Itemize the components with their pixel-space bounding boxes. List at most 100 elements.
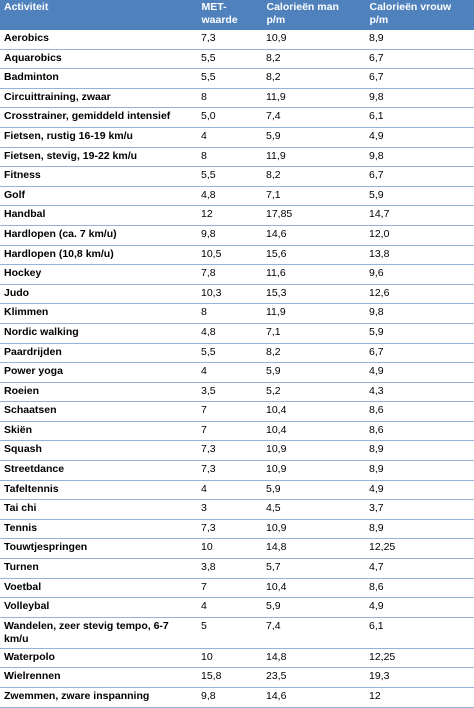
table-row: Golf 4,8 7,1 5,9 xyxy=(0,186,474,207)
activity-cell: Hardlopen (10,8 km/u) xyxy=(0,245,197,266)
table-row: Zwemmen, zware inspanning 9,8 14,6 12 xyxy=(0,687,474,708)
value-cell: 8,6 xyxy=(365,401,474,422)
table-row: Aquarobics 5,5 8,2 6,7 xyxy=(0,49,474,70)
value-cell: 8,2 xyxy=(262,49,365,70)
value-cell: 7,1 xyxy=(262,186,365,207)
activity-cell: Paardrijden xyxy=(0,343,197,364)
value-cell: 12 xyxy=(365,687,474,708)
table-row: Squash 7,3 10,9 8,9 xyxy=(0,440,474,462)
activity-cell: Schaatsen xyxy=(0,401,197,422)
value-cell: 11,9 xyxy=(262,147,365,168)
value-cell: 10,3 xyxy=(197,284,262,305)
value-cell: 9,8 xyxy=(197,687,262,708)
value-cell: 4 xyxy=(197,362,262,383)
value-cell: 7 xyxy=(197,421,262,442)
activity-cell: Badminton xyxy=(0,68,197,89)
value-cell: 8,9 xyxy=(365,519,474,540)
table-row: Aerobics 7,3 10,9 8,9 xyxy=(0,30,474,50)
value-cell: 9,8 xyxy=(197,225,262,246)
value-cell: 5,5 xyxy=(197,166,262,187)
value-cell: 5,9 xyxy=(262,362,365,383)
value-cell: 4 xyxy=(197,480,262,501)
table-row: Waterpolo 10 14,8 12,25 xyxy=(0,648,474,669)
table-header: Activiteit MET- waarde Calorieën man p/m Ca… xyxy=(0,0,474,30)
value-cell: 14,7 xyxy=(365,205,474,226)
activity-cell: Crosstrainer, gemiddeld intensief xyxy=(0,107,197,128)
table-row: Wielrennen 15,8 23,5 19,3 xyxy=(0,667,474,688)
value-cell: 5,9 xyxy=(262,597,365,618)
table-row: Tai chi 3 4,5 3,7 xyxy=(0,499,474,520)
value-cell: 6,7 xyxy=(365,343,474,364)
value-cell: 7,4 xyxy=(262,107,365,128)
table-row: Judo 10,3 15,3 12,6 xyxy=(0,284,474,305)
activity-cell: Streetdance xyxy=(0,460,197,481)
table-row: Voetbal 7 10,4 8,6 xyxy=(0,578,474,599)
value-cell: 8,9 xyxy=(365,30,474,50)
activity-cell: Roeien xyxy=(0,382,197,403)
value-cell: 7,3 xyxy=(197,519,262,540)
value-cell: 12 xyxy=(197,205,262,226)
value-cell: 15,8 xyxy=(197,667,262,688)
value-cell: 14,6 xyxy=(262,687,365,708)
activity-cell: Turnen xyxy=(0,558,197,579)
value-cell: 11,9 xyxy=(262,88,365,109)
activity-cell: Golf xyxy=(0,186,197,207)
value-cell: 5,9 xyxy=(262,127,365,148)
value-cell: 10,4 xyxy=(262,401,365,422)
value-cell: 10,9 xyxy=(262,440,365,462)
value-cell: 4,7 xyxy=(365,558,474,579)
value-cell: 12,6 xyxy=(365,284,474,305)
value-cell: 7 xyxy=(197,578,262,599)
activity-cell: Zwemmen, zware inspanning xyxy=(0,687,197,708)
header-cell: Calorieën man p/m xyxy=(262,0,366,30)
value-cell: 3,7 xyxy=(365,499,474,520)
value-cell: 8 xyxy=(197,147,262,168)
value-cell: 7,3 xyxy=(197,440,262,462)
table-row: Circuittraining, zwaar 8 11,9 9,8 xyxy=(0,88,474,109)
activity-cell: Circuittraining, zwaar xyxy=(0,88,197,109)
table-row: Klimmen 8 11,9 9,8 xyxy=(0,303,474,324)
table-row: Nordic walking 4,8 7,1 5,9 xyxy=(0,323,474,344)
value-cell: 8 xyxy=(197,88,262,109)
table-row: Hardlopen (10,8 km/u) 10,5 15,6 13,8 xyxy=(0,245,474,266)
value-cell: 10,9 xyxy=(262,519,365,540)
value-cell: 4,9 xyxy=(365,362,474,383)
value-cell: 7,4 xyxy=(262,617,365,649)
value-cell: 7,1 xyxy=(262,323,365,344)
value-cell: 4 xyxy=(197,597,262,618)
activity-cell: Aerobics xyxy=(0,30,197,50)
value-cell: 5,9 xyxy=(262,480,365,501)
activity-cell: Fietsen, stevig, 19-22 km/u xyxy=(0,147,197,168)
value-cell: 5,2 xyxy=(262,382,365,403)
table-row: Schaatsen 7 10,4 8,6 xyxy=(0,401,474,422)
activity-cell: Hardlopen (ca. 7 km/u) xyxy=(0,225,197,246)
value-cell: 8,6 xyxy=(365,421,474,442)
activity-cell: Voetbal xyxy=(0,578,197,599)
value-cell: 4,9 xyxy=(365,480,474,501)
value-cell: 9,8 xyxy=(365,147,474,168)
table-row: Power yoga 4 5,9 4,9 xyxy=(0,362,474,383)
value-cell: 8,6 xyxy=(365,578,474,599)
table-row: Skiën 7 10,4 8,6 xyxy=(0,421,474,442)
value-cell: 4,8 xyxy=(197,186,262,207)
value-cell: 5,5 xyxy=(197,68,262,89)
value-cell: 17,85 xyxy=(262,205,365,226)
value-cell: 8,9 xyxy=(365,440,474,462)
table-row: Hardlopen (ca. 7 km/u) 9,8 14,6 12,0 xyxy=(0,225,474,246)
value-cell: 7,3 xyxy=(197,30,262,50)
table-body: Aerobics 7,3 10,9 8,9 Aquarobics 5,5 8,2 6,7 Bad… xyxy=(0,30,474,708)
value-cell: 14,6 xyxy=(262,225,365,246)
value-cell: 4,8 xyxy=(197,323,262,344)
activity-cell: Fietsen, rustig 16-19 km/u xyxy=(0,127,197,148)
activity-cell: Wielrennen xyxy=(0,667,197,688)
table-row: Turnen 3,8 5,7 4,7 xyxy=(0,558,474,579)
value-cell: 9,6 xyxy=(365,264,474,285)
table-row: Fitness 5,5 8,2 6,7 xyxy=(0,166,474,187)
activity-cell: Judo xyxy=(0,284,197,305)
value-cell: 7,3 xyxy=(197,460,262,481)
value-cell: 6,7 xyxy=(365,49,474,70)
value-cell: 15,3 xyxy=(262,284,365,305)
activity-cell: Tennis xyxy=(0,519,197,540)
value-cell: 6,1 xyxy=(365,107,474,128)
